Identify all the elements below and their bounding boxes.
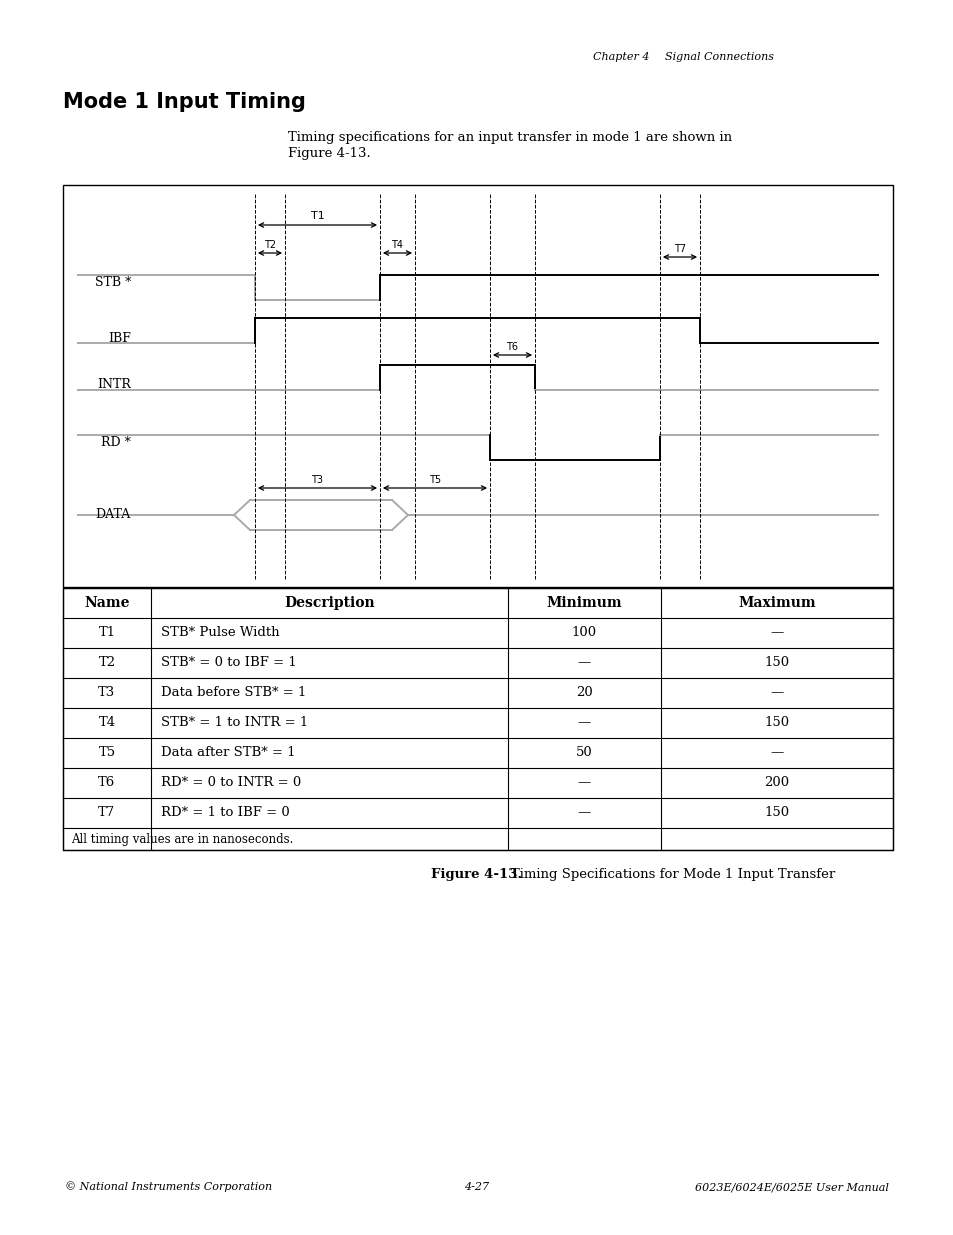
- Text: T3: T3: [98, 687, 115, 699]
- Text: RD* = 1 to IBF = 0: RD* = 1 to IBF = 0: [161, 806, 290, 820]
- Text: Timing Specifications for Mode 1 Input Transfer: Timing Specifications for Mode 1 Input T…: [511, 868, 835, 881]
- Text: —: —: [770, 687, 782, 699]
- Text: Figure 4-13.: Figure 4-13.: [288, 147, 371, 159]
- Text: DATA: DATA: [95, 509, 131, 521]
- Text: T2: T2: [264, 240, 275, 249]
- Text: Description: Description: [284, 597, 375, 610]
- Text: —: —: [578, 777, 591, 789]
- Text: —: —: [578, 806, 591, 820]
- Text: T5: T5: [98, 746, 115, 760]
- Text: IBF: IBF: [108, 331, 131, 345]
- Text: STB *: STB *: [94, 277, 131, 289]
- Text: Maximum: Maximum: [738, 597, 815, 610]
- Text: INTR: INTR: [97, 378, 131, 391]
- Bar: [63, 588, 892, 850]
- Text: T7: T7: [98, 806, 115, 820]
- Text: 6023E/6024E/6025E User Manual: 6023E/6024E/6025E User Manual: [695, 1182, 888, 1192]
- Text: Figure 4-13.: Figure 4-13.: [431, 868, 522, 881]
- Text: T6: T6: [506, 342, 518, 352]
- Text: T2: T2: [98, 657, 115, 669]
- Text: T7: T7: [673, 245, 685, 254]
- Text: Signal Connections: Signal Connections: [664, 52, 773, 62]
- Text: 20: 20: [576, 687, 592, 699]
- Text: Data before STB* = 1: Data before STB* = 1: [161, 687, 306, 699]
- Text: STB* = 0 to IBF = 1: STB* = 0 to IBF = 1: [161, 657, 296, 669]
- Text: Timing specifications for an input transfer in mode 1 are shown in: Timing specifications for an input trans…: [288, 131, 731, 143]
- Text: T6: T6: [98, 777, 115, 789]
- Text: 150: 150: [763, 806, 789, 820]
- Text: 100: 100: [572, 626, 597, 640]
- Text: RD *: RD *: [101, 436, 131, 450]
- Text: T3: T3: [312, 475, 323, 485]
- Text: 150: 150: [763, 716, 789, 730]
- Text: All timing values are in nanoseconds.: All timing values are in nanoseconds.: [71, 832, 294, 846]
- Text: RD* = 0 to INTR = 0: RD* = 0 to INTR = 0: [161, 777, 301, 789]
- Text: STB* = 1 to INTR = 1: STB* = 1 to INTR = 1: [161, 716, 308, 730]
- Text: Minimum: Minimum: [546, 597, 621, 610]
- Bar: [63, 185, 892, 587]
- Text: Chapter 4: Chapter 4: [593, 52, 649, 62]
- Text: 4-27: 4-27: [464, 1182, 489, 1192]
- Text: —: —: [770, 626, 782, 640]
- Text: T1: T1: [98, 626, 115, 640]
- Text: —: —: [770, 746, 782, 760]
- Text: Mode 1 Input Timing: Mode 1 Input Timing: [63, 91, 306, 112]
- Text: —: —: [578, 716, 591, 730]
- Text: T4: T4: [98, 716, 115, 730]
- Text: Data after STB* = 1: Data after STB* = 1: [161, 746, 295, 760]
- Text: 150: 150: [763, 657, 789, 669]
- Text: STB* Pulse Width: STB* Pulse Width: [161, 626, 279, 640]
- Text: 200: 200: [763, 777, 789, 789]
- Text: T5: T5: [429, 475, 440, 485]
- Text: Name: Name: [84, 597, 130, 610]
- Text: T4: T4: [391, 240, 403, 249]
- Text: © National Instruments Corporation: © National Instruments Corporation: [65, 1182, 272, 1192]
- Text: 50: 50: [576, 746, 592, 760]
- Text: T1: T1: [311, 211, 324, 221]
- Text: —: —: [578, 657, 591, 669]
